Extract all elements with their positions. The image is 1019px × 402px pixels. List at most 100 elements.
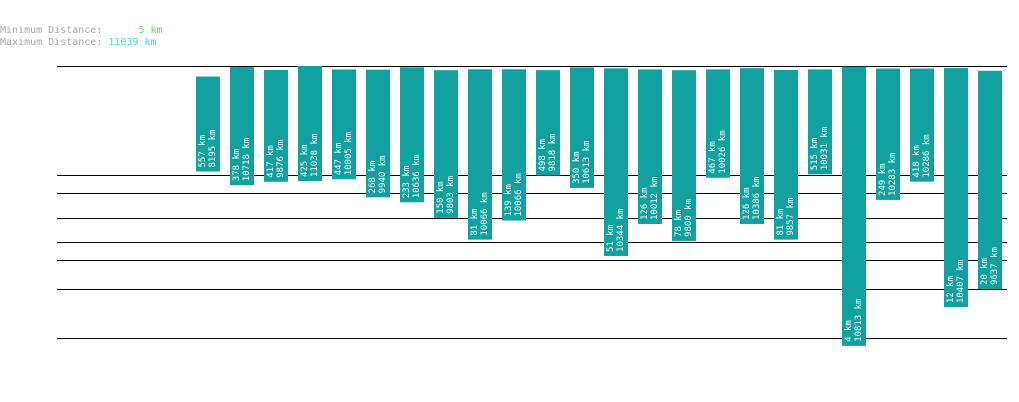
bar-group: 126 km 10012 km xyxy=(638,69,662,225)
bar-min-label: 467 km xyxy=(708,141,718,174)
bar-group: 126 km 10386 km xyxy=(740,68,764,225)
bar-group: 425 km 11038 km xyxy=(298,66,322,182)
bar-max-label: 10005 km xyxy=(344,132,354,175)
bar-min-label: 20 km xyxy=(980,258,990,285)
bar-min-label: 418 km xyxy=(912,145,922,178)
bar-group: 515 km 10031 km xyxy=(808,69,832,175)
bar-max-label: 9857 km xyxy=(786,198,796,236)
bar-min-label: 515 km xyxy=(810,138,820,171)
distance-bar xyxy=(400,67,424,203)
bar-min-label: 350 km xyxy=(572,151,582,184)
bar-group: 378 km 10718 km xyxy=(230,67,254,186)
bar-max-label: 9803 km xyxy=(446,176,456,214)
bar-min-label: 233 km xyxy=(402,166,412,199)
distance-bar xyxy=(910,68,934,182)
distance-bar xyxy=(978,70,1002,290)
bar-min-label: 12 km xyxy=(946,276,956,303)
bar-min-label: 78 km xyxy=(674,210,684,237)
bar-max-label: 10066 km xyxy=(480,192,490,235)
distance-bar xyxy=(298,66,322,182)
distance-bar xyxy=(468,69,492,240)
bar-group: 81 km 10066 km xyxy=(468,69,492,240)
bar-min-label: 126 km xyxy=(742,187,752,220)
bar-group: 78 km 9800 km xyxy=(672,70,696,241)
distance-bar xyxy=(604,68,628,256)
bar-group: 20 km 9637 km xyxy=(978,70,1002,290)
bar-group: 81 km 9857 km xyxy=(774,70,798,240)
bar-max-label: 9940 km xyxy=(378,155,388,193)
distance-bar xyxy=(196,76,220,172)
distance-summary: Minimum Distance: 5 km Maximum Distance:… xyxy=(0,25,163,49)
bar-max-label: 10031 km xyxy=(820,127,830,170)
bar-max-label: 8195 km xyxy=(208,130,218,168)
bar-max-label: 10718 km xyxy=(242,138,252,181)
bar-max-label: 10066 km xyxy=(514,173,524,216)
distance-bar xyxy=(808,69,832,175)
bar-group: 139 km 10066 km xyxy=(502,69,526,221)
distance-bar xyxy=(774,70,798,240)
distance-bar xyxy=(672,70,696,241)
distance-bar xyxy=(570,67,594,188)
distance-bar xyxy=(230,67,254,186)
bar-group: 268 km 9940 km xyxy=(366,69,390,198)
bar-min-label: 4 km xyxy=(844,320,854,342)
bar-min-label: 447 km xyxy=(334,143,344,176)
bar-min-label: 417 km xyxy=(266,145,276,178)
bar-group: 447 km 10005 km xyxy=(332,69,356,180)
bar-max-label: 10026 km xyxy=(718,130,728,173)
bar-min-label: 81 km xyxy=(470,209,480,236)
bar-min-label: 51 km xyxy=(606,225,616,252)
bar-min-label: 498 km xyxy=(538,139,548,172)
bar-max-label: 9818 km xyxy=(548,134,558,172)
bar-min-label: 126 km xyxy=(640,187,650,220)
bar-max-label: 10386 km xyxy=(752,177,762,220)
bar-max-label: 9876 km xyxy=(276,140,286,178)
bar-min-label: 425 km xyxy=(300,145,310,178)
distance-bar xyxy=(264,69,288,182)
bar-min-label: 268 km xyxy=(368,161,378,194)
distance-bar xyxy=(740,68,764,225)
bar-max-label: 10344 km xyxy=(616,209,626,252)
bar-min-label: 249 km xyxy=(878,163,888,196)
max-distance-label: Maximum Distance: xyxy=(0,37,103,48)
bar-group: 350 km 10613 km xyxy=(570,67,594,188)
bar-max-label: 9800 km xyxy=(684,199,694,237)
bar-group: 51 km 10344 km xyxy=(604,68,628,256)
bar-max-label: 10613 km xyxy=(582,141,592,184)
bar-max-label: 11038 km xyxy=(310,134,320,177)
bar-max-label: 10012 km xyxy=(650,177,660,220)
distance-bar xyxy=(944,68,968,308)
distance-bar xyxy=(332,69,356,180)
min-distance-label: Minimum Distance: xyxy=(0,25,103,36)
bar-group: 150 km 9803 km xyxy=(434,70,458,218)
bar-group: 12 km 10407 km xyxy=(944,68,968,308)
bar-group: 498 km 9818 km xyxy=(536,70,560,176)
min-distance-value: 5 km xyxy=(138,25,163,36)
bar-min-label: 557 km xyxy=(198,135,208,168)
bar-group: 249 km 10283 km xyxy=(876,68,900,200)
max-distance-value: 11039 km xyxy=(108,37,157,48)
distance-bar xyxy=(842,66,866,346)
distance-bar xyxy=(502,69,526,221)
distance-bar xyxy=(434,70,458,218)
bar-group: 467 km 10026 km xyxy=(706,69,730,178)
distance-bar xyxy=(638,69,662,225)
bar-group: 418 km 10286 km xyxy=(910,68,934,182)
bar-group: 557 km 8195 km xyxy=(196,76,220,172)
bar-min-label: 378 km xyxy=(232,149,242,182)
distance-bar xyxy=(706,69,730,178)
bar-max-label: 9637 km xyxy=(990,247,1000,285)
distance-bar xyxy=(366,69,390,198)
bar-min-label: 139 km xyxy=(504,184,514,217)
bar-max-label: 10283 km xyxy=(888,153,898,196)
bar-max-label: 10636 km xyxy=(412,155,422,198)
bar-max-label: 10813 km xyxy=(854,299,864,342)
bar-min-label: 81 km xyxy=(776,209,786,236)
distance-bar xyxy=(876,68,900,200)
distance-bar xyxy=(536,70,560,176)
bar-max-label: 10407 km xyxy=(956,260,966,303)
bar-min-label: 150 km xyxy=(436,181,446,214)
bar-group: 233 km 10636 km xyxy=(400,67,424,203)
bar-group: 417 km 9876 km xyxy=(264,69,288,182)
